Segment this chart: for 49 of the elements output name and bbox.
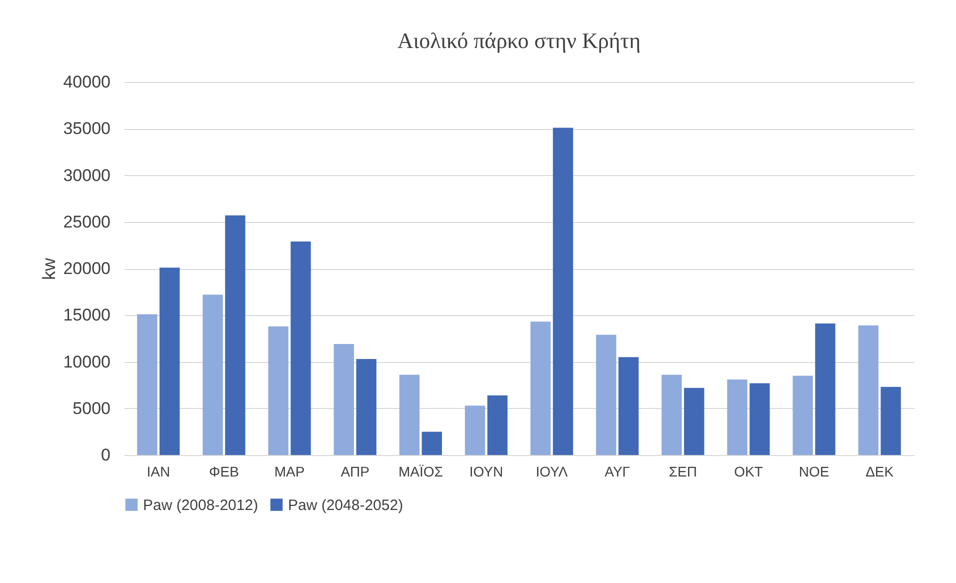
x-tick-label: ΑΥΓ <box>604 464 630 480</box>
bar <box>596 334 616 455</box>
y-tick-label: 25000 <box>63 212 110 232</box>
bar <box>268 326 288 455</box>
y-tick-label: 0 <box>101 446 110 464</box>
x-tick-label: ΑΠΡ <box>340 464 370 480</box>
bar <box>137 314 158 455</box>
x-tick-label: ΙΟΥΛ <box>536 464 568 480</box>
x-tick-label: ΙΑΝ <box>146 464 170 480</box>
bar <box>487 395 508 455</box>
y-tick-label: 40000 <box>63 72 110 92</box>
x-tick-label: ΝΟΕ <box>798 464 830 480</box>
chart-title: Αιολικό πάρκο στην Κρήτη <box>397 28 641 53</box>
bar <box>727 379 748 455</box>
x-tick-label: ΦΕΒ <box>209 464 239 480</box>
x-tick-label: ΟΚΤ <box>734 464 764 480</box>
bar <box>422 432 442 455</box>
bar <box>880 386 901 455</box>
bar <box>399 374 420 455</box>
bar <box>464 406 486 455</box>
bar <box>290 241 311 455</box>
bar <box>618 357 639 455</box>
legend-label: Paw (2008-2012) <box>143 496 258 514</box>
x-tick-label: ΜΑΪΟΣ <box>398 464 444 480</box>
bar <box>815 324 836 455</box>
x-tick-label: ΣΕΠ <box>668 464 697 480</box>
y-axis-title: kw <box>39 257 60 280</box>
y-tick-label: 20000 <box>63 259 110 278</box>
y-tick-label: 15000 <box>63 306 110 325</box>
bar <box>530 322 551 455</box>
bar <box>750 383 770 455</box>
bar <box>662 374 682 455</box>
y-tick-label: 35000 <box>63 119 110 138</box>
x-tick-label: ΜΑΡ <box>274 464 305 480</box>
bar <box>225 215 246 455</box>
bar <box>334 344 354 455</box>
y-tick-label: 5000 <box>72 398 110 418</box>
bar <box>356 358 376 455</box>
bar <box>684 388 704 455</box>
y-tick-label: 10000 <box>63 352 110 372</box>
bar <box>202 294 223 455</box>
legend-label: Paw (2048-2052) <box>288 496 404 514</box>
bar <box>858 325 878 455</box>
bar <box>160 268 180 455</box>
bar <box>792 376 813 455</box>
y-tick-label: 30000 <box>63 166 110 185</box>
x-tick-label: ΔΕΚ <box>866 464 894 480</box>
bar <box>552 128 574 455</box>
x-tick-label: ΙΟΥΝ <box>469 464 504 480</box>
